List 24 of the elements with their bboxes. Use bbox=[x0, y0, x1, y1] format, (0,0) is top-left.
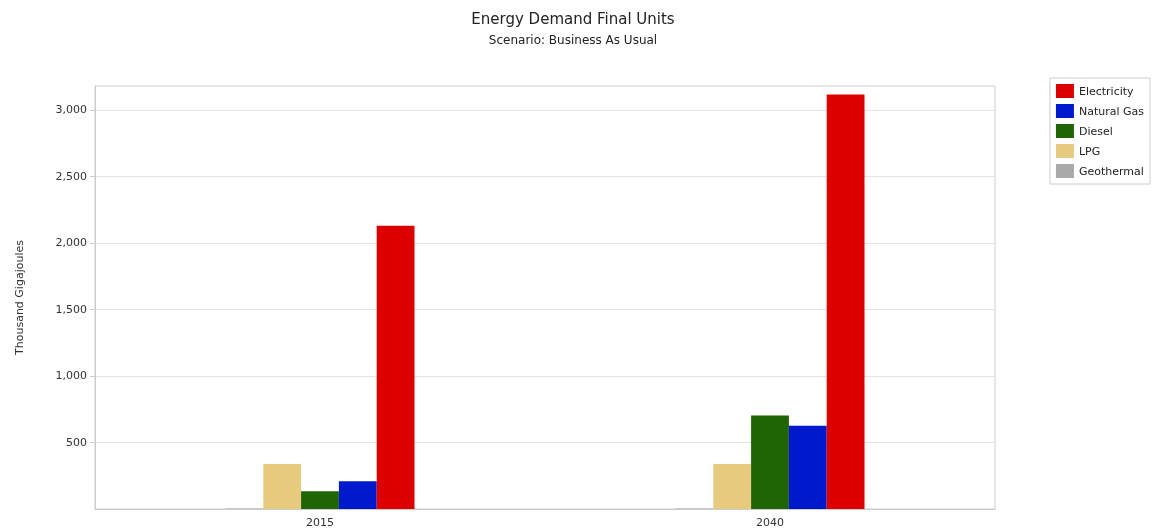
bar bbox=[376, 225, 415, 509]
legend-label: Electricity bbox=[1078, 84, 1135, 98]
x-tick-label: 2015 bbox=[306, 516, 334, 529]
bar bbox=[713, 463, 752, 509]
y-tick-label: 2,500 bbox=[55, 169, 87, 183]
bar bbox=[301, 491, 339, 509]
y-tick-label: 1,000 bbox=[55, 369, 87, 383]
chart-subtitle: Scenario: Business As Usual bbox=[488, 33, 658, 47]
bar bbox=[788, 425, 827, 509]
bar bbox=[338, 481, 377, 509]
legend-label: Diesel bbox=[1078, 124, 1113, 138]
chart-title: Energy Demand Final Units bbox=[471, 9, 675, 28]
legend-label: LPG bbox=[1078, 144, 1101, 158]
legend-label: Natural Gas bbox=[1078, 104, 1145, 118]
y-tick-label: 1,500 bbox=[55, 302, 87, 316]
x-tick-label: 2040 bbox=[756, 516, 784, 529]
y-tick-label: 500 bbox=[66, 435, 87, 449]
bar bbox=[751, 415, 789, 509]
legend-label: Geothermal bbox=[1078, 164, 1144, 178]
bar bbox=[263, 463, 302, 509]
y-axis-title: Thousand Gigajoules bbox=[13, 239, 26, 356]
bar bbox=[826, 94, 865, 509]
y-tick-label: 2,000 bbox=[55, 236, 87, 250]
y-tick-label: 3,000 bbox=[55, 103, 87, 117]
